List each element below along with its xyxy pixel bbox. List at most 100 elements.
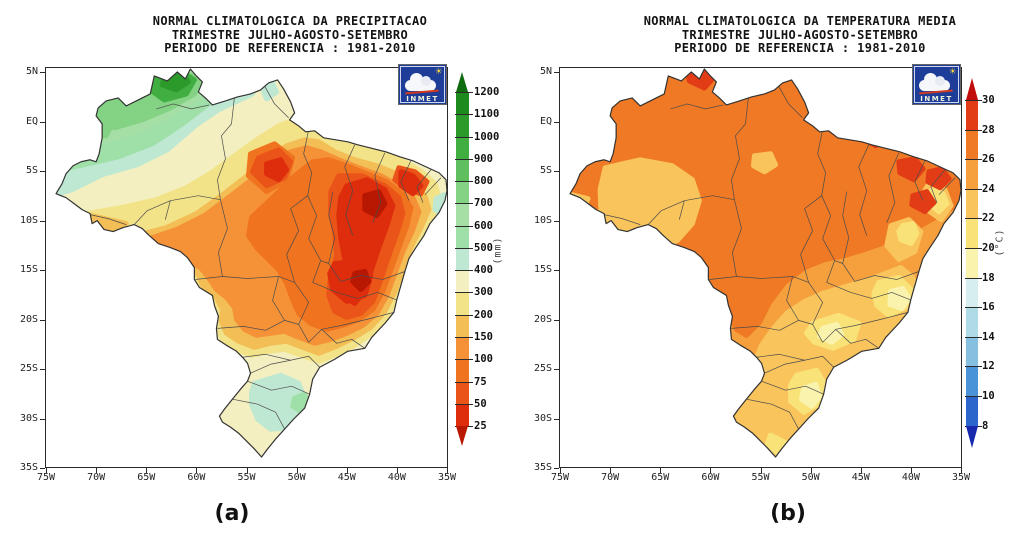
colorbar-arrow-bottom	[966, 425, 978, 448]
colorbar-tick	[965, 307, 982, 309]
colorbar-tick-label: 75	[474, 375, 487, 388]
colorbar-tick	[455, 158, 473, 160]
colorbar-band	[456, 114, 469, 138]
axis-tick	[554, 270, 559, 271]
colorbar-tick	[455, 403, 473, 405]
lon-label: 40W	[387, 472, 406, 483]
lat-label: 35S	[533, 462, 552, 473]
axis-tick	[554, 220, 559, 222]
axis-tick	[40, 468, 45, 469]
colorbar-tick	[965, 129, 982, 131]
colorbar-tick-label: 30	[982, 94, 995, 106]
colorbar-tick	[965, 336, 982, 338]
colorbar-tick	[455, 292, 473, 294]
temp-18-20-patches	[799, 285, 912, 409]
lat-label: 10S	[533, 214, 552, 226]
lon-label: 45W	[337, 472, 356, 483]
colorbar-tick	[965, 159, 982, 161]
colorbar-tick	[965, 277, 982, 279]
panel-a-title: NORMAL CLIMATOLOGICA DA PRECIPITACAO TRI…	[95, 14, 485, 56]
colorbar-band	[456, 225, 469, 249]
inmet-logo: ☀ INMET	[398, 64, 447, 105]
colorbar-band	[456, 158, 469, 182]
temperature-map	[569, 68, 961, 458]
colorbar-tick-label: 600	[474, 219, 493, 232]
axis-tick	[660, 468, 662, 473]
lat-label: EQ	[25, 115, 38, 127]
colorbar-tick	[965, 396, 982, 397]
lat-label: 30S	[533, 412, 552, 424]
colorbar-tick-label: 1000	[474, 130, 500, 143]
axis-tick	[910, 468, 912, 473]
colorbar-band	[456, 359, 469, 382]
colorbar-tick-label: 10	[982, 390, 995, 402]
lat-label: 25S	[19, 363, 38, 374]
colorbar-tick-label: 16	[982, 301, 995, 314]
axis-tick	[296, 468, 298, 473]
axis-tick	[40, 72, 45, 73]
brazil-outline	[55, 68, 447, 458]
colorbar-tick-label: 150	[474, 330, 493, 343]
colorbar-tick-label: 8	[982, 419, 989, 432]
axis-tick	[40, 171, 45, 172]
axis-tick	[554, 418, 559, 420]
axis-tick	[346, 468, 348, 473]
map-frame-precipitation: ☀ INMET	[45, 64, 448, 468]
precip-top-cyan-spot	[258, 76, 280, 102]
colorbar-tick	[455, 381, 473, 383]
inmet-logo-border	[914, 66, 959, 103]
colorbar-tick-label: 800	[474, 175, 493, 188]
axis-tick	[40, 220, 45, 222]
colorbar-tick	[965, 218, 982, 220]
colorbar-tick	[455, 114, 473, 116]
colorbar-tick-label: 22	[982, 212, 995, 225]
colorbar-unit-label: (°C)	[994, 228, 1006, 257]
colorbar-band	[456, 247, 469, 271]
axis-tick	[396, 468, 398, 473]
axis-tick	[40, 369, 45, 370]
axis-tick	[554, 369, 559, 370]
axis-tick	[96, 468, 98, 473]
colorbar-band	[966, 100, 978, 131]
lat-label: 5N	[539, 66, 552, 77]
title-line: TRIMESTRE JULHO-AGOSTO-SETEMBRO	[681, 27, 919, 42]
colorbar-tick	[455, 181, 473, 183]
axis-tick	[196, 468, 198, 473]
lon-label: 65W	[651, 472, 670, 483]
lon-label: 75W	[550, 472, 570, 483]
panel-label-a: (a)	[214, 501, 250, 526]
colorbar-tick	[455, 359, 473, 361]
colorbar-band	[456, 92, 469, 115]
colorbar-tick-label: 26	[982, 153, 995, 166]
colorbar-band	[456, 336, 469, 360]
colorbar-unit-label: (mm)	[492, 236, 504, 265]
lon-label: 60W	[701, 472, 720, 483]
lat-label: 25S	[533, 363, 552, 374]
lat-label: 30S	[19, 412, 38, 424]
axis-tick	[554, 171, 559, 172]
lon-label: 40W	[901, 472, 920, 483]
logo-sun-icon: ☀	[435, 65, 442, 78]
colorbar-tick-label: 900	[474, 152, 493, 165]
colorbar-band	[456, 203, 469, 227]
axis-tick	[560, 468, 561, 473]
title-line: PERIODO DE REFERENCIA : 1981-2010	[164, 41, 416, 55]
axis-tick	[760, 468, 762, 473]
inmet-logo-text: INMET	[406, 95, 439, 103]
colorbar-tick-label: 500	[474, 241, 493, 254]
colorbar-tick	[455, 247, 473, 249]
colorbar-band	[456, 270, 469, 293]
colorbar-tick-label: 12	[982, 360, 995, 373]
axis-tick	[860, 468, 862, 473]
axis-tick	[40, 319, 45, 321]
axis-tick	[961, 468, 962, 473]
axis-tick	[810, 468, 812, 473]
colorbar-tick-label: 18	[982, 271, 995, 284]
colorbar-tick-label: 14	[982, 330, 995, 343]
colorbar-tick	[965, 188, 982, 190]
colorbar-tick-label: 1200	[474, 86, 500, 98]
colorbar-band	[966, 129, 978, 160]
axis-tick	[246, 468, 248, 473]
lon-label: 75W	[36, 472, 56, 483]
